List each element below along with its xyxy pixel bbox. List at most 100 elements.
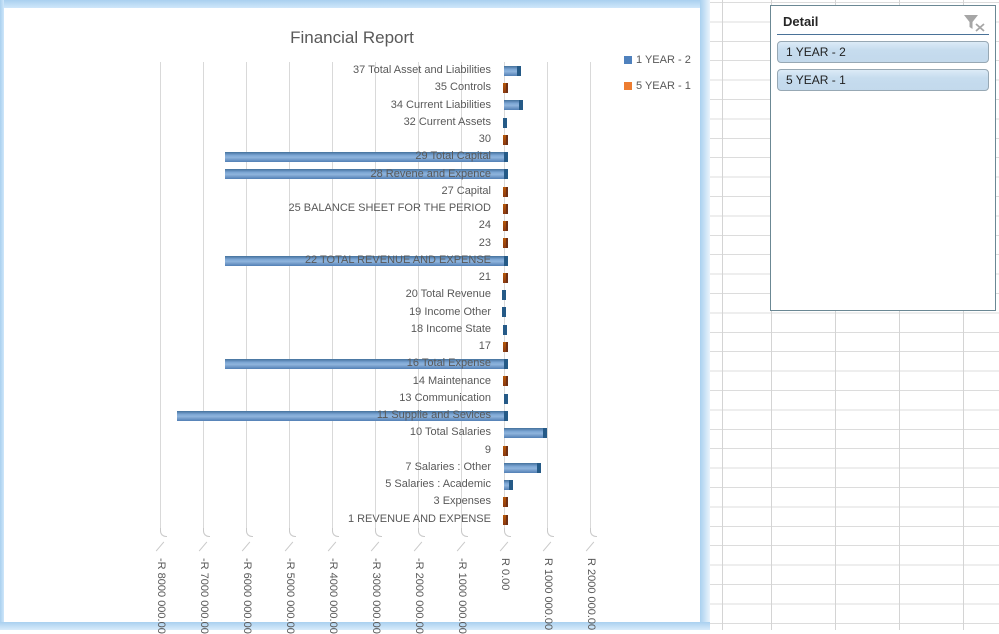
category-label: 13 Communication	[399, 391, 491, 404]
axis-tick-hook	[547, 528, 554, 537]
bar-1-year-2[interactable]	[224, 255, 508, 266]
bar-5-year-1[interactable]	[503, 186, 508, 197]
bar-1-year-2[interactable]	[504, 65, 522, 76]
category-label: 14 Maintenance	[412, 374, 491, 387]
plot-gridline	[461, 62, 462, 528]
grid-column-line	[835, 0, 836, 630]
axis-tick-mark	[327, 541, 337, 552]
plot-gridline	[375, 62, 376, 528]
bar-1-year-2[interactable]	[504, 100, 524, 111]
axis-tick-hook	[418, 528, 425, 537]
category-label: 34 Current Liabilities	[390, 98, 491, 111]
slicer-title: Detail	[783, 14, 819, 29]
plot-gridline	[203, 62, 204, 528]
legend-swatch-icon	[624, 56, 632, 64]
bar-1-year-2[interactable]	[224, 169, 508, 180]
chart-legend: 1 YEAR - 2 5 YEAR - 1	[624, 53, 700, 105]
axis-tick-mark	[370, 541, 380, 552]
category-label: 22 TOTAL REVENUE AND EXPENSE	[304, 253, 491, 266]
legend-label: 5 YEAR - 1	[636, 80, 691, 92]
legend-item[interactable]: 5 YEAR - 1	[624, 79, 700, 93]
bar-1-year-2[interactable]	[224, 359, 508, 370]
category-label: 3 Expenses	[433, 495, 491, 508]
bar-1-year-2[interactable]	[502, 307, 506, 318]
axis-tick-mark	[542, 541, 552, 552]
bar-1-year-2[interactable]	[502, 290, 506, 301]
bar-5-year-1[interactable]	[503, 272, 508, 283]
bar-end-cap	[536, 462, 541, 473]
category-label: 32 Current Assets	[403, 115, 491, 128]
bar-5-year-1[interactable]	[503, 83, 508, 94]
bar-5-year-1[interactable]	[503, 221, 508, 232]
axis-tick-hook	[332, 528, 339, 537]
x-axis-label: -R 4000 000.00	[327, 558, 339, 634]
bar-5-year-1[interactable]	[503, 445, 508, 456]
bar-end-cap	[502, 307, 506, 318]
category-label: 29 Total Capital	[415, 150, 491, 163]
plot-gridline	[289, 62, 290, 528]
axis-tick-mark	[241, 541, 251, 552]
slicer-button-5-year-1[interactable]: 5 YEAR - 1	[777, 69, 989, 91]
bar-end-cap	[502, 324, 507, 335]
grid-column-line	[771, 0, 772, 630]
plot-gridline	[246, 62, 247, 528]
bar-end-cap	[543, 428, 547, 439]
bar-5-year-1[interactable]	[503, 203, 508, 214]
bar-end-cap	[502, 290, 506, 301]
axis-tick-mark	[413, 541, 423, 552]
category-label: 23	[478, 236, 491, 249]
bar-end-cap	[519, 100, 524, 111]
x-axis-label: -R 5000 000.00	[284, 558, 296, 634]
grid-column-line	[899, 0, 900, 630]
bar-1-year-2[interactable]	[502, 117, 507, 128]
bar-1-year-2[interactable]	[504, 480, 513, 491]
bar-5-year-1[interactable]	[503, 134, 508, 145]
bar-5-year-1[interactable]	[503, 341, 508, 352]
clear-filter-icon[interactable]	[961, 13, 987, 33]
bar-1-year-2[interactable]	[504, 428, 547, 439]
category-label: 37 Total Asset and Liabilities	[353, 64, 491, 76]
bar-end-cap	[504, 393, 509, 404]
category-label: 5 Salaries : Academic	[385, 478, 491, 491]
bar-end-cap	[504, 255, 508, 266]
axis-tick-hook	[590, 528, 597, 537]
bar-5-year-1[interactable]	[503, 376, 508, 387]
plot-gridline	[332, 62, 333, 528]
bar-1-year-2[interactable]	[224, 152, 508, 163]
chart-selection-border	[0, 622, 710, 630]
category-label: 9	[484, 443, 491, 456]
category-label: 1 REVENUE AND EXPENSE	[347, 512, 491, 525]
x-axis-label: -R 3000 000.00	[370, 558, 382, 634]
axis-tick-hook	[246, 528, 253, 537]
axis-tick-mark	[198, 541, 208, 552]
slicer-button-1-year-2[interactable]: 1 YEAR - 2	[777, 41, 989, 63]
x-axis-label: -R 2000 000.00	[413, 558, 425, 634]
x-axis-label: -R 1000 000.00	[456, 558, 468, 634]
category-label: 10 Total Salaries	[409, 426, 491, 439]
bar-1-year-2[interactable]	[177, 410, 508, 421]
axis-tick-hook	[461, 528, 468, 537]
grid-column-line	[722, 0, 723, 630]
chart-selection-border	[0, 0, 4, 630]
legend-item[interactable]: 1 YEAR - 2	[624, 53, 700, 67]
financial-report-chart[interactable]: Financial Report 1 YEAR - 2 5 YEAR - 1 -R…	[0, 0, 710, 634]
bar-end-cap	[517, 65, 522, 76]
plot-area: -R 8000 000.00 -R 7000 000.00 -R 6000 000.…	[155, 62, 597, 634]
plot-gridline	[160, 62, 161, 528]
axis-tick-mark	[585, 541, 595, 552]
bar-5-year-1[interactable]	[503, 238, 508, 249]
x-axis-label: R 1000 000.00	[542, 558, 554, 631]
category-label: 28 Revene and Expence	[370, 167, 491, 180]
bar-end-cap	[504, 152, 508, 163]
grid-column-line	[963, 0, 964, 630]
bar-1-year-2[interactable]	[504, 393, 509, 404]
axis-tick-mark	[499, 541, 509, 552]
bar-1-year-2[interactable]	[502, 324, 507, 335]
bar-5-year-1[interactable]	[503, 514, 508, 525]
legend-label: 1 YEAR - 2	[636, 54, 691, 66]
x-axis-label: -R 8000 000.00	[155, 558, 167, 634]
bar-5-year-1[interactable]	[503, 497, 508, 508]
axis-tick-hook	[504, 528, 511, 537]
bar-1-year-2[interactable]	[504, 462, 541, 473]
axis-tick-mark	[155, 541, 165, 552]
